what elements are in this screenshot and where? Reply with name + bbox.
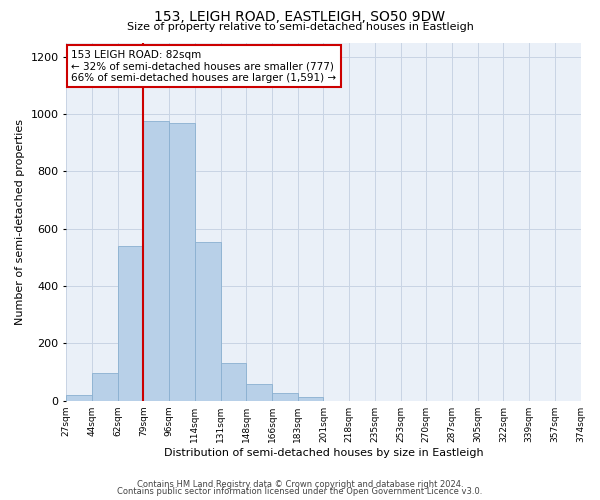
X-axis label: Distribution of semi-detached houses by size in Eastleigh: Distribution of semi-detached houses by … xyxy=(164,448,483,458)
Bar xyxy=(67,395,92,400)
Text: Contains public sector information licensed under the Open Government Licence v3: Contains public sector information licen… xyxy=(118,487,482,496)
Bar xyxy=(221,364,246,401)
Text: Contains HM Land Registry data © Crown copyright and database right 2024.: Contains HM Land Registry data © Crown c… xyxy=(137,480,463,489)
Bar xyxy=(92,374,118,400)
Bar xyxy=(118,246,143,400)
Bar xyxy=(169,122,195,400)
Y-axis label: Number of semi-detached properties: Number of semi-detached properties xyxy=(15,118,25,324)
Text: Size of property relative to semi-detached houses in Eastleigh: Size of property relative to semi-detach… xyxy=(127,22,473,32)
Bar xyxy=(195,242,221,400)
Bar xyxy=(246,384,272,400)
Text: 153 LEIGH ROAD: 82sqm
← 32% of semi-detached houses are smaller (777)
66% of sem: 153 LEIGH ROAD: 82sqm ← 32% of semi-deta… xyxy=(71,50,337,83)
Bar xyxy=(143,122,169,400)
Bar xyxy=(272,392,298,400)
Text: 153, LEIGH ROAD, EASTLEIGH, SO50 9DW: 153, LEIGH ROAD, EASTLEIGH, SO50 9DW xyxy=(154,10,446,24)
Bar xyxy=(298,398,323,400)
